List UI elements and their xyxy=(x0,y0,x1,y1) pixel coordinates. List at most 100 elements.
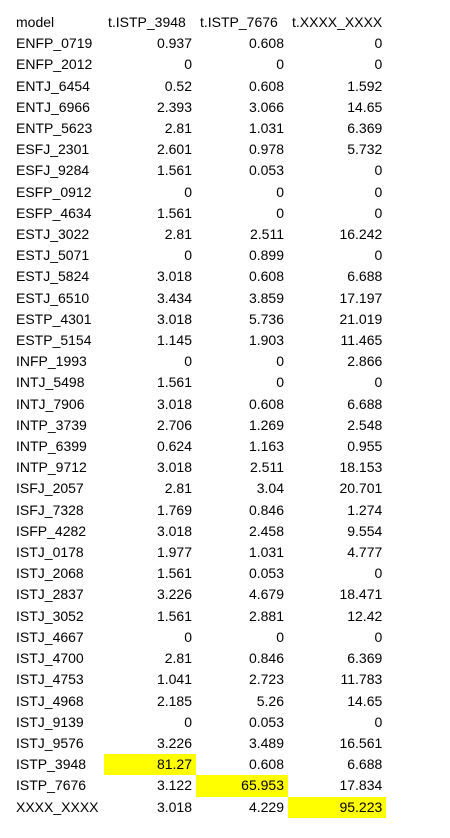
cell-t-istp-3948[interactable]: 1.561 xyxy=(156,204,192,221)
cell-model[interactable]: ESTJ_3022 xyxy=(16,226,90,243)
cell-t-istp-7676[interactable]: 1.031 xyxy=(248,544,284,561)
cell-model[interactable]: ISTJ_3052 xyxy=(16,607,84,624)
cell-t-istp-3948[interactable]: 2.81 xyxy=(164,226,192,243)
cell-t-xxxx-xxxx[interactable]: 17.197 xyxy=(339,289,383,306)
cell-t-xxxx-xxxx[interactable]: 0 xyxy=(374,374,383,391)
cell-t-istp-7676[interactable]: 0.053 xyxy=(248,162,284,179)
cell-t-istp-3948[interactable]: 3.018 xyxy=(156,798,192,815)
cell-t-xxxx-xxxx[interactable]: 18.153 xyxy=(339,459,383,476)
cell-t-istp-3948[interactable]: 1.561 xyxy=(156,374,192,391)
cell-model[interactable]: ESTP_5154 xyxy=(16,332,92,349)
cell-model[interactable]: INTP_6399 xyxy=(16,438,87,455)
cell-t-istp-3948[interactable]: 3.122 xyxy=(156,777,192,794)
cell-model[interactable]: ISTJ_9576 xyxy=(16,734,84,751)
cell-t-istp-7676[interactable]: 65.953 xyxy=(196,775,288,797)
cell-t-istp-3948[interactable]: 1.561 xyxy=(156,565,192,582)
cell-t-istp-3948[interactable]: 2.81 xyxy=(164,120,192,137)
cell-model[interactable]: ENTJ_6454 xyxy=(16,77,90,94)
cell-t-istp-3948[interactable]: 0 xyxy=(184,713,192,730)
cell-model[interactable]: INTP_3739 xyxy=(16,416,87,433)
cell-t-xxxx-xxxx[interactable]: 11.465 xyxy=(340,332,383,349)
cell-model[interactable]: INTJ_5498 xyxy=(16,374,85,391)
cell-model[interactable]: ENTJ_6966 xyxy=(16,98,90,115)
cell-model[interactable]: ISTJ_4968 xyxy=(16,692,84,709)
header-model[interactable]: model xyxy=(16,14,55,30)
cell-t-istp-7676[interactable]: 4.679 xyxy=(248,586,284,603)
cell-t-xxxx-xxxx[interactable]: 0 xyxy=(374,204,383,221)
cell-t-istp-3948[interactable]: 2.185 xyxy=(156,692,192,709)
cell-t-istp-7676[interactable]: 0 xyxy=(276,56,284,73)
cell-model[interactable]: ISTJ_4667 xyxy=(16,628,84,645)
header-t-xxxx-xxxx[interactable]: t.XXXX_XXXX xyxy=(292,14,383,30)
cell-t-istp-7676[interactable]: 1.031 xyxy=(248,120,284,137)
cell-model[interactable]: ENFP_2012 xyxy=(16,56,93,73)
cell-t-xxxx-xxxx[interactable]: 6.688 xyxy=(347,268,383,285)
cell-t-istp-7676[interactable]: 1.903 xyxy=(248,332,284,349)
cell-t-xxxx-xxxx[interactable]: 1.592 xyxy=(347,77,383,94)
cell-t-istp-3948[interactable]: 0.937 xyxy=(156,35,192,52)
cell-t-istp-7676[interactable]: 3.04 xyxy=(256,480,284,497)
cell-t-istp-7676[interactable]: 0.608 xyxy=(248,268,284,285)
cell-t-istp-7676[interactable]: 1.269 xyxy=(248,416,284,433)
cell-t-istp-3948[interactable]: 2.706 xyxy=(156,416,192,433)
cell-t-xxxx-xxxx[interactable]: 1.274 xyxy=(347,501,383,518)
cell-model[interactable]: ENFP_0719 xyxy=(16,35,93,52)
cell-model[interactable]: ISFJ_7328 xyxy=(16,501,84,518)
cell-t-istp-3948[interactable]: 2.601 xyxy=(156,141,192,158)
cell-model[interactable]: ISTP_3948 xyxy=(16,756,87,773)
cell-model[interactable]: ISFP_4282 xyxy=(16,522,87,539)
cell-t-xxxx-xxxx[interactable]: 0 xyxy=(374,565,383,582)
cell-t-xxxx-xxxx[interactable]: 4.777 xyxy=(347,544,383,561)
cell-t-istp-7676[interactable]: 0 xyxy=(276,353,284,370)
cell-model[interactable]: ISFJ_2057 xyxy=(16,480,84,497)
cell-model[interactable]: ESFJ_9284 xyxy=(16,162,90,179)
cell-t-istp-7676[interactable]: 0.608 xyxy=(248,35,284,52)
cell-t-istp-7676[interactable]: 4.229 xyxy=(248,798,284,815)
cell-t-istp-7676[interactable]: 3.859 xyxy=(248,289,284,306)
cell-t-xxxx-xxxx[interactable]: 2.548 xyxy=(347,416,383,433)
cell-t-istp-7676[interactable]: 0.053 xyxy=(248,713,284,730)
cell-t-istp-7676[interactable]: 0 xyxy=(276,204,284,221)
cell-model[interactable]: ESTJ_5824 xyxy=(16,268,90,285)
cell-model[interactable]: ISTP_7676 xyxy=(16,777,87,794)
cell-t-xxxx-xxxx[interactable]: 0 xyxy=(374,183,383,200)
cell-t-istp-3948[interactable]: 1.145 xyxy=(156,332,192,349)
cell-t-xxxx-xxxx[interactable]: 20.701 xyxy=(339,480,383,497)
cell-t-istp-3948[interactable]: 0 xyxy=(184,247,192,264)
cell-model[interactable]: INTJ_7906 xyxy=(16,395,85,412)
cell-t-istp-3948[interactable]: 1.561 xyxy=(156,607,192,624)
cell-t-istp-3948[interactable]: 3.018 xyxy=(156,310,192,327)
cell-t-xxxx-xxxx[interactable]: 0 xyxy=(374,35,383,52)
cell-model[interactable]: ESFP_4634 xyxy=(16,204,92,221)
cell-t-istp-7676[interactable]: 0.608 xyxy=(248,395,284,412)
cell-model[interactable]: ESTJ_6510 xyxy=(16,289,90,306)
cell-t-istp-7676[interactable]: 2.723 xyxy=(248,671,284,688)
cell-model[interactable]: ESTJ_5071 xyxy=(16,247,90,264)
cell-t-xxxx-xxxx[interactable]: 14.65 xyxy=(347,98,383,115)
cell-t-xxxx-xxxx[interactable]: 11.783 xyxy=(340,671,383,688)
cell-model[interactable]: INFP_1993 xyxy=(16,353,87,370)
cell-t-xxxx-xxxx[interactable]: 0 xyxy=(374,162,383,179)
cell-t-istp-3948[interactable]: 2.393 xyxy=(156,98,192,115)
cell-t-istp-3948[interactable]: 1.977 xyxy=(156,544,192,561)
cell-t-xxxx-xxxx[interactable]: 0 xyxy=(374,247,383,264)
cell-t-istp-7676[interactable]: 3.489 xyxy=(248,734,284,751)
cell-t-istp-7676[interactable]: 0.846 xyxy=(248,501,284,518)
cell-t-xxxx-xxxx[interactable]: 16.242 xyxy=(339,226,383,243)
cell-t-istp-7676[interactable]: 0 xyxy=(276,374,284,391)
cell-t-xxxx-xxxx[interactable]: 14.65 xyxy=(347,692,383,709)
cell-t-xxxx-xxxx[interactable]: 21.019 xyxy=(339,310,383,327)
cell-t-istp-3948[interactable]: 0.624 xyxy=(156,438,192,455)
cell-t-istp-7676[interactable]: 3.066 xyxy=(248,98,284,115)
cell-model[interactable]: ISTJ_0178 xyxy=(16,544,84,561)
cell-t-istp-3948[interactable]: 81.27 xyxy=(104,754,196,776)
cell-t-xxxx-xxxx[interactable]: 9.554 xyxy=(347,522,383,539)
cell-model[interactable]: ESFP_0912 xyxy=(16,183,92,200)
cell-t-istp-7676[interactable]: 1.163 xyxy=(248,438,284,455)
cell-t-istp-7676[interactable]: 0.053 xyxy=(248,565,284,582)
cell-t-istp-3948[interactable]: 1.041 xyxy=(156,671,192,688)
cell-t-istp-3948[interactable]: 1.769 xyxy=(156,501,192,518)
cell-t-istp-3948[interactable]: 2.81 xyxy=(164,650,192,667)
cell-model[interactable]: ESTP_4301 xyxy=(16,310,92,327)
cell-t-xxxx-xxxx[interactable]: 5.732 xyxy=(347,141,383,158)
